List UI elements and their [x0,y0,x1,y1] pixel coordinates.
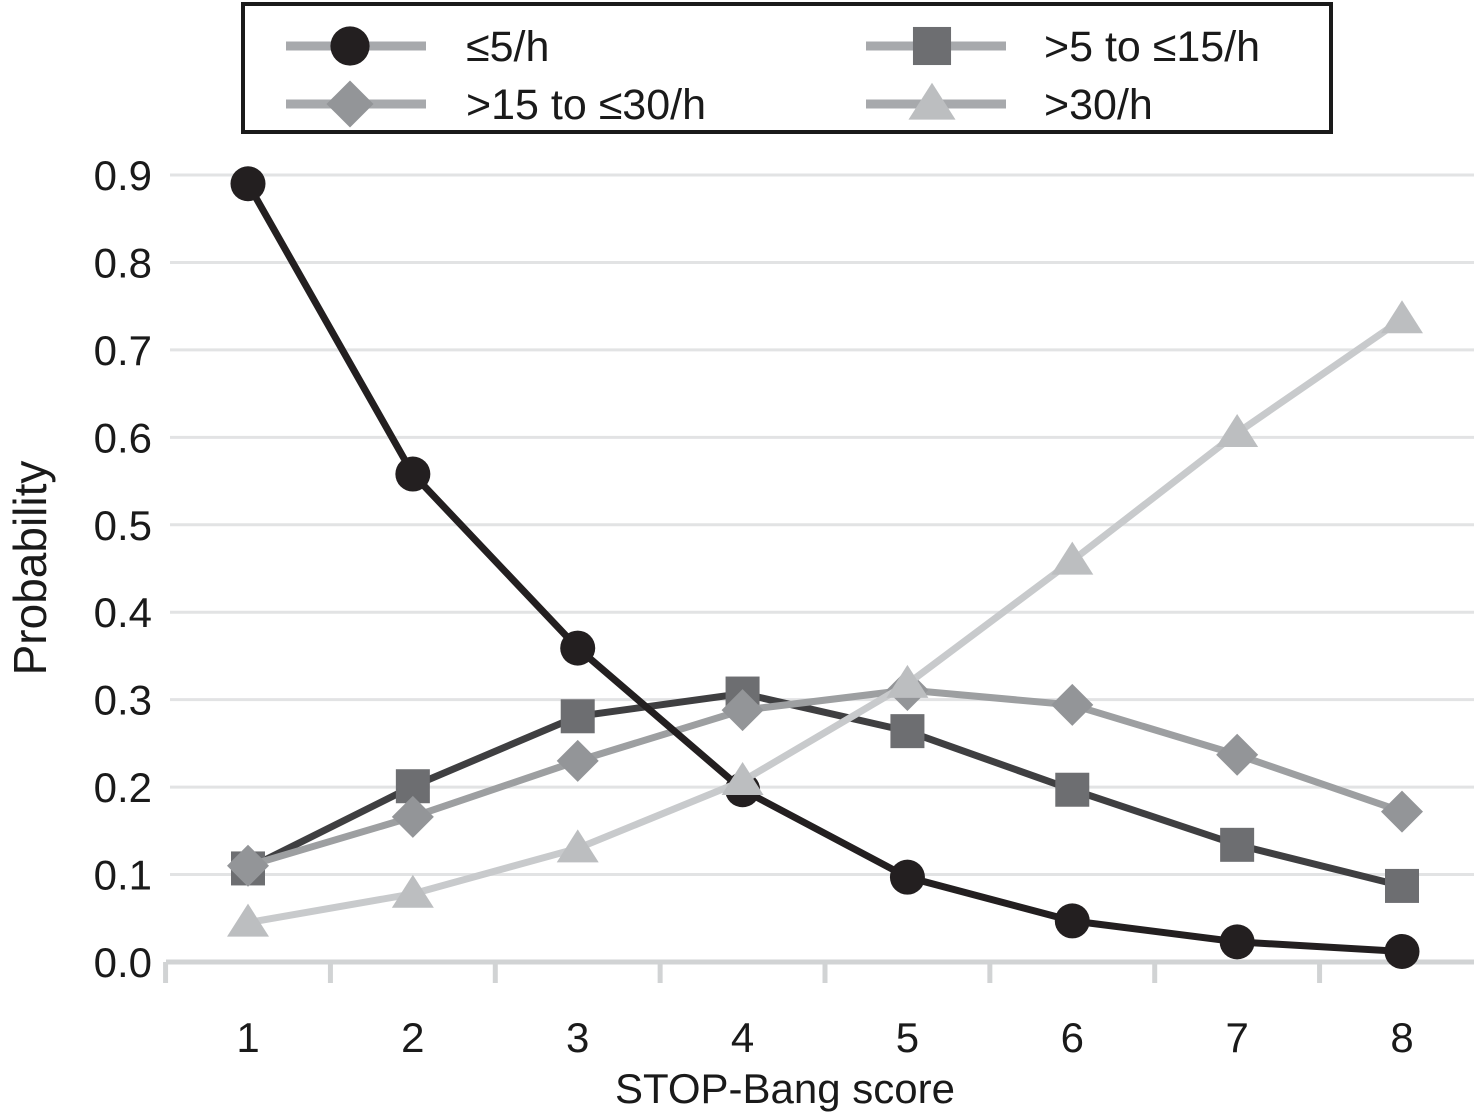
triangle-marker [721,761,764,795]
square-marker [1055,772,1090,807]
x-tick-labels: 1 2 3 4 5 6 7 8 [236,1014,1413,1061]
series-gt30h [227,300,1423,937]
series-le-5h [230,166,1420,970]
x-tick-label: 5 [896,1014,919,1061]
series-line-gt30h [247,316,1404,927]
circle-marker [230,166,266,202]
series-gt5-le15h [231,676,1419,903]
y-tick-label: 0.8 [94,239,152,286]
legend-label: >15 to ≤30/h [466,81,706,129]
y-tick-label: 0.3 [94,677,152,724]
diamond-marker [556,739,599,782]
y-tick-label: 0.2 [94,764,152,811]
x-tick-label: 3 [566,1014,589,1061]
square-marker [1384,868,1419,903]
triangle-marker [1051,541,1094,575]
series-gt15-le30h [227,669,1423,887]
x-axis [163,959,1474,983]
legend-circle-marker [330,26,370,66]
y-tick-label: 0.4 [94,589,152,636]
triangle-marker [1216,413,1259,447]
circle-marker [1054,903,1090,939]
diamond-marker [227,844,269,887]
y-tick-label: 0.1 [94,852,152,899]
legend-item-le-5h: ≤5/h [286,23,549,71]
y-tick-label: 0.9 [94,152,152,199]
diamond-marker [1380,790,1423,833]
y-axis-title: Probability [4,461,56,676]
x-tick-label: 4 [731,1014,754,1061]
series-line-gt15-le30h [247,686,1404,870]
x-tick-label: 7 [1225,1014,1248,1061]
diamond-marker [391,795,434,838]
legend-square-marker [912,26,952,66]
legend-diamond-marker [326,80,374,128]
x-axis-title: STOP-Bang score [615,1065,955,1112]
legend-label: >5 to ≤15/h [1044,23,1260,71]
square-marker [890,714,925,749]
diamond-marker [1216,733,1259,776]
square-marker [560,699,595,734]
square-marker [1220,827,1255,862]
x-tick-label: 2 [401,1014,424,1061]
triangle-marker [227,903,269,937]
triangle-marker [391,874,434,908]
circle-marker [560,630,596,666]
circle-marker [395,456,431,492]
y-tick-label: 0.6 [94,414,152,461]
triangle-marker [1380,300,1423,334]
legend-item-gt30h: >30/h [866,81,1153,129]
circle-marker [889,859,925,895]
x-tick-label: 1 [236,1014,259,1061]
triangle-marker [556,829,599,863]
legend-box [241,2,1333,134]
series-line-gt5-le15h [246,689,1403,890]
y-tick-label: 0.0 [94,939,152,986]
y-tick-label: 0.7 [94,327,152,374]
diamond-marker [1051,683,1094,726]
legend-triangle-marker [908,82,956,120]
x-tick-label: 6 [1061,1014,1084,1061]
legend-item-gt5-le15h: >5 to ≤15/h [866,23,1260,71]
gridlines [170,173,1474,877]
series-line-le-5h [244,182,1403,956]
legend: ≤5/h >5 to ≤15/h >15 to ≤30/h >30/h [241,2,1333,134]
diamond-marker [721,689,764,732]
legend-item-gt15-le30h: >15 to ≤30/h [286,80,706,129]
circle-marker [1384,934,1420,970]
x-tick-label: 8 [1390,1014,1413,1061]
y-tick-labels: 0.0 0.1 0.2 0.3 0.4 0.5 0.6 0.7 0.8 0.9 [94,152,152,986]
legend-label: ≤5/h [466,23,549,71]
legend-label: >30/h [1044,81,1153,129]
triangle-marker [886,664,929,698]
circle-marker [1219,924,1255,960]
y-tick-label: 0.5 [94,502,152,549]
